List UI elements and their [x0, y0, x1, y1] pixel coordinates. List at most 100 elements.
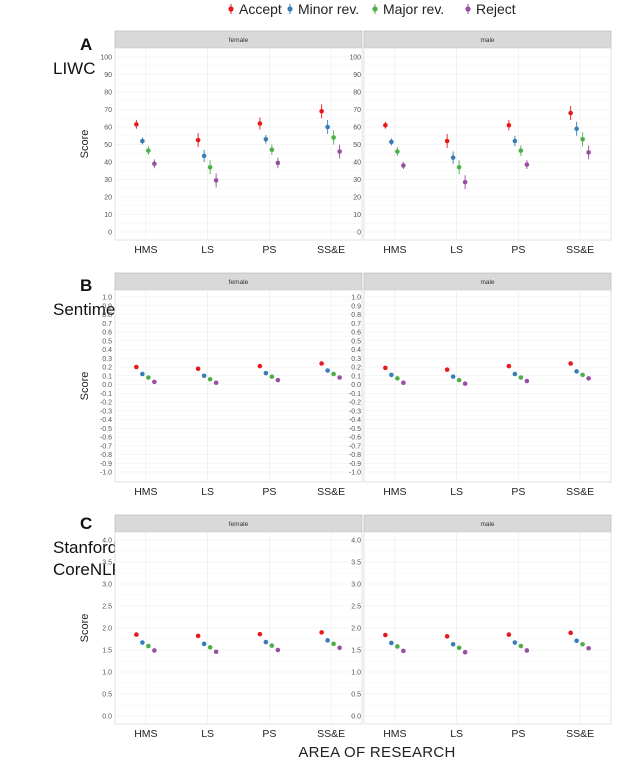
x-tick-label: HMS [383, 728, 406, 740]
y-tick-label: 0 [108, 230, 112, 237]
chart-panels: A LIWC Score female HMS LS PS SS&E 0 10 20 30 40 50 60… [53, 30, 612, 740]
data-point [331, 641, 336, 647]
data-point [140, 640, 145, 645]
data-point [456, 164, 462, 170]
data-point [395, 376, 400, 381]
facet-strip-label: female [229, 521, 249, 528]
y-tick-label: 50 [104, 142, 112, 149]
y-tick-label: 0.5 [102, 692, 112, 699]
data-point [580, 641, 585, 647]
data-point [195, 137, 201, 143]
y-tick-label: 4.0 [102, 538, 112, 545]
y-tick-label: 0.0 [351, 382, 361, 389]
facet-female: female HMS LS PS SS&E 0.0 0.5 1.0 1.5 2.0 2.5 3.0 3.… [102, 514, 363, 740]
data-point [269, 643, 275, 648]
data-point [586, 376, 591, 381]
y-tick-label: 4.0 [351, 538, 361, 545]
data-point [383, 122, 388, 128]
x-tick-label: LS [450, 728, 463, 740]
plot-area [363, 47, 612, 241]
legend-key-marker [287, 6, 293, 12]
y-tick-label: 0.6 [351, 330, 361, 337]
data-point [134, 632, 139, 637]
y-tick-label: 0.4 [351, 347, 361, 354]
panel-name: CoreNLP [53, 560, 123, 579]
data-point [518, 643, 524, 649]
data-point [568, 630, 573, 636]
facet-strip-label: male [480, 279, 494, 286]
x-tick-label: PS [511, 486, 525, 498]
y-tick-label: 100 [100, 55, 112, 62]
y-axis-label: Score [79, 372, 91, 401]
y-tick-label: 0.1 [351, 373, 361, 380]
legend-label: Major rev. [383, 1, 444, 17]
data-point [201, 373, 207, 379]
y-tick-label: -0.5 [349, 426, 361, 433]
y-tick-label: 0.7 [351, 321, 361, 328]
y-tick-label: 0.0 [351, 714, 361, 721]
y-tick-label: -1.0 [349, 470, 361, 477]
data-point [444, 634, 450, 639]
y-tick-label: 40 [104, 160, 112, 167]
panel-letter: C [80, 514, 92, 533]
y-tick-label: -0.2 [349, 400, 361, 407]
x-axis-title: AREA OF RESEARCH [298, 744, 455, 761]
data-point [213, 178, 219, 183]
y-tick-label: 0 [357, 230, 361, 237]
y-tick-label: 60 [104, 125, 112, 132]
y-tick-label: 90 [104, 72, 112, 79]
x-tick-label: SS&E [317, 728, 345, 740]
y-tick-label: 3.5 [102, 560, 112, 567]
data-point [140, 138, 145, 144]
x-tick-label: PS [262, 244, 276, 256]
y-tick-label: -0.7 [100, 443, 112, 450]
data-point [134, 122, 139, 127]
x-tick-label: LS [450, 486, 463, 498]
data-point [257, 631, 263, 637]
data-point [213, 649, 219, 655]
x-tick-label: HMS [134, 486, 157, 498]
y-tick-label: 1.0 [351, 670, 361, 677]
data-point [389, 640, 394, 646]
facet-strip-label: male [480, 37, 494, 44]
data-point [395, 149, 400, 154]
y-tick-label: -0.9 [349, 461, 361, 468]
data-point [512, 138, 518, 144]
y-tick-label: -0.3 [349, 408, 361, 415]
data-point [337, 149, 342, 154]
y-tick-label: 0.4 [102, 347, 112, 354]
data-point [319, 361, 324, 366]
data-point [263, 370, 269, 376]
y-tick-label: 1.0 [102, 670, 112, 677]
data-point [263, 639, 269, 645]
panel-name: Stanford [53, 538, 117, 557]
data-point [152, 648, 157, 653]
y-tick-label: 0.2 [351, 365, 361, 372]
data-point [213, 380, 219, 386]
y-tick-label: 60 [353, 125, 361, 132]
data-point [195, 633, 201, 639]
data-point [506, 363, 512, 369]
data-point [518, 148, 524, 153]
data-point [146, 148, 151, 153]
data-point [389, 139, 394, 145]
y-axis-label: Score [79, 130, 91, 159]
x-tick-label: SS&E [566, 486, 594, 498]
x-tick-label: SS&E [566, 244, 594, 256]
data-point [257, 121, 263, 126]
data-point [395, 644, 400, 649]
x-tick-label: LS [201, 486, 214, 498]
data-point [524, 162, 530, 167]
y-tick-label: -0.4 [100, 417, 112, 424]
y-tick-label: 80 [353, 90, 361, 97]
x-tick-label: PS [262, 728, 276, 740]
y-tick-label: -0.7 [349, 443, 361, 450]
legend-label: Reject [476, 1, 516, 17]
legend-key-marker [465, 6, 471, 12]
panel-letter: B [80, 276, 92, 295]
data-point [275, 377, 281, 383]
y-tick-label: 0.8 [102, 312, 112, 319]
y-tick-label: 0.0 [102, 714, 112, 721]
data-point [586, 645, 591, 651]
